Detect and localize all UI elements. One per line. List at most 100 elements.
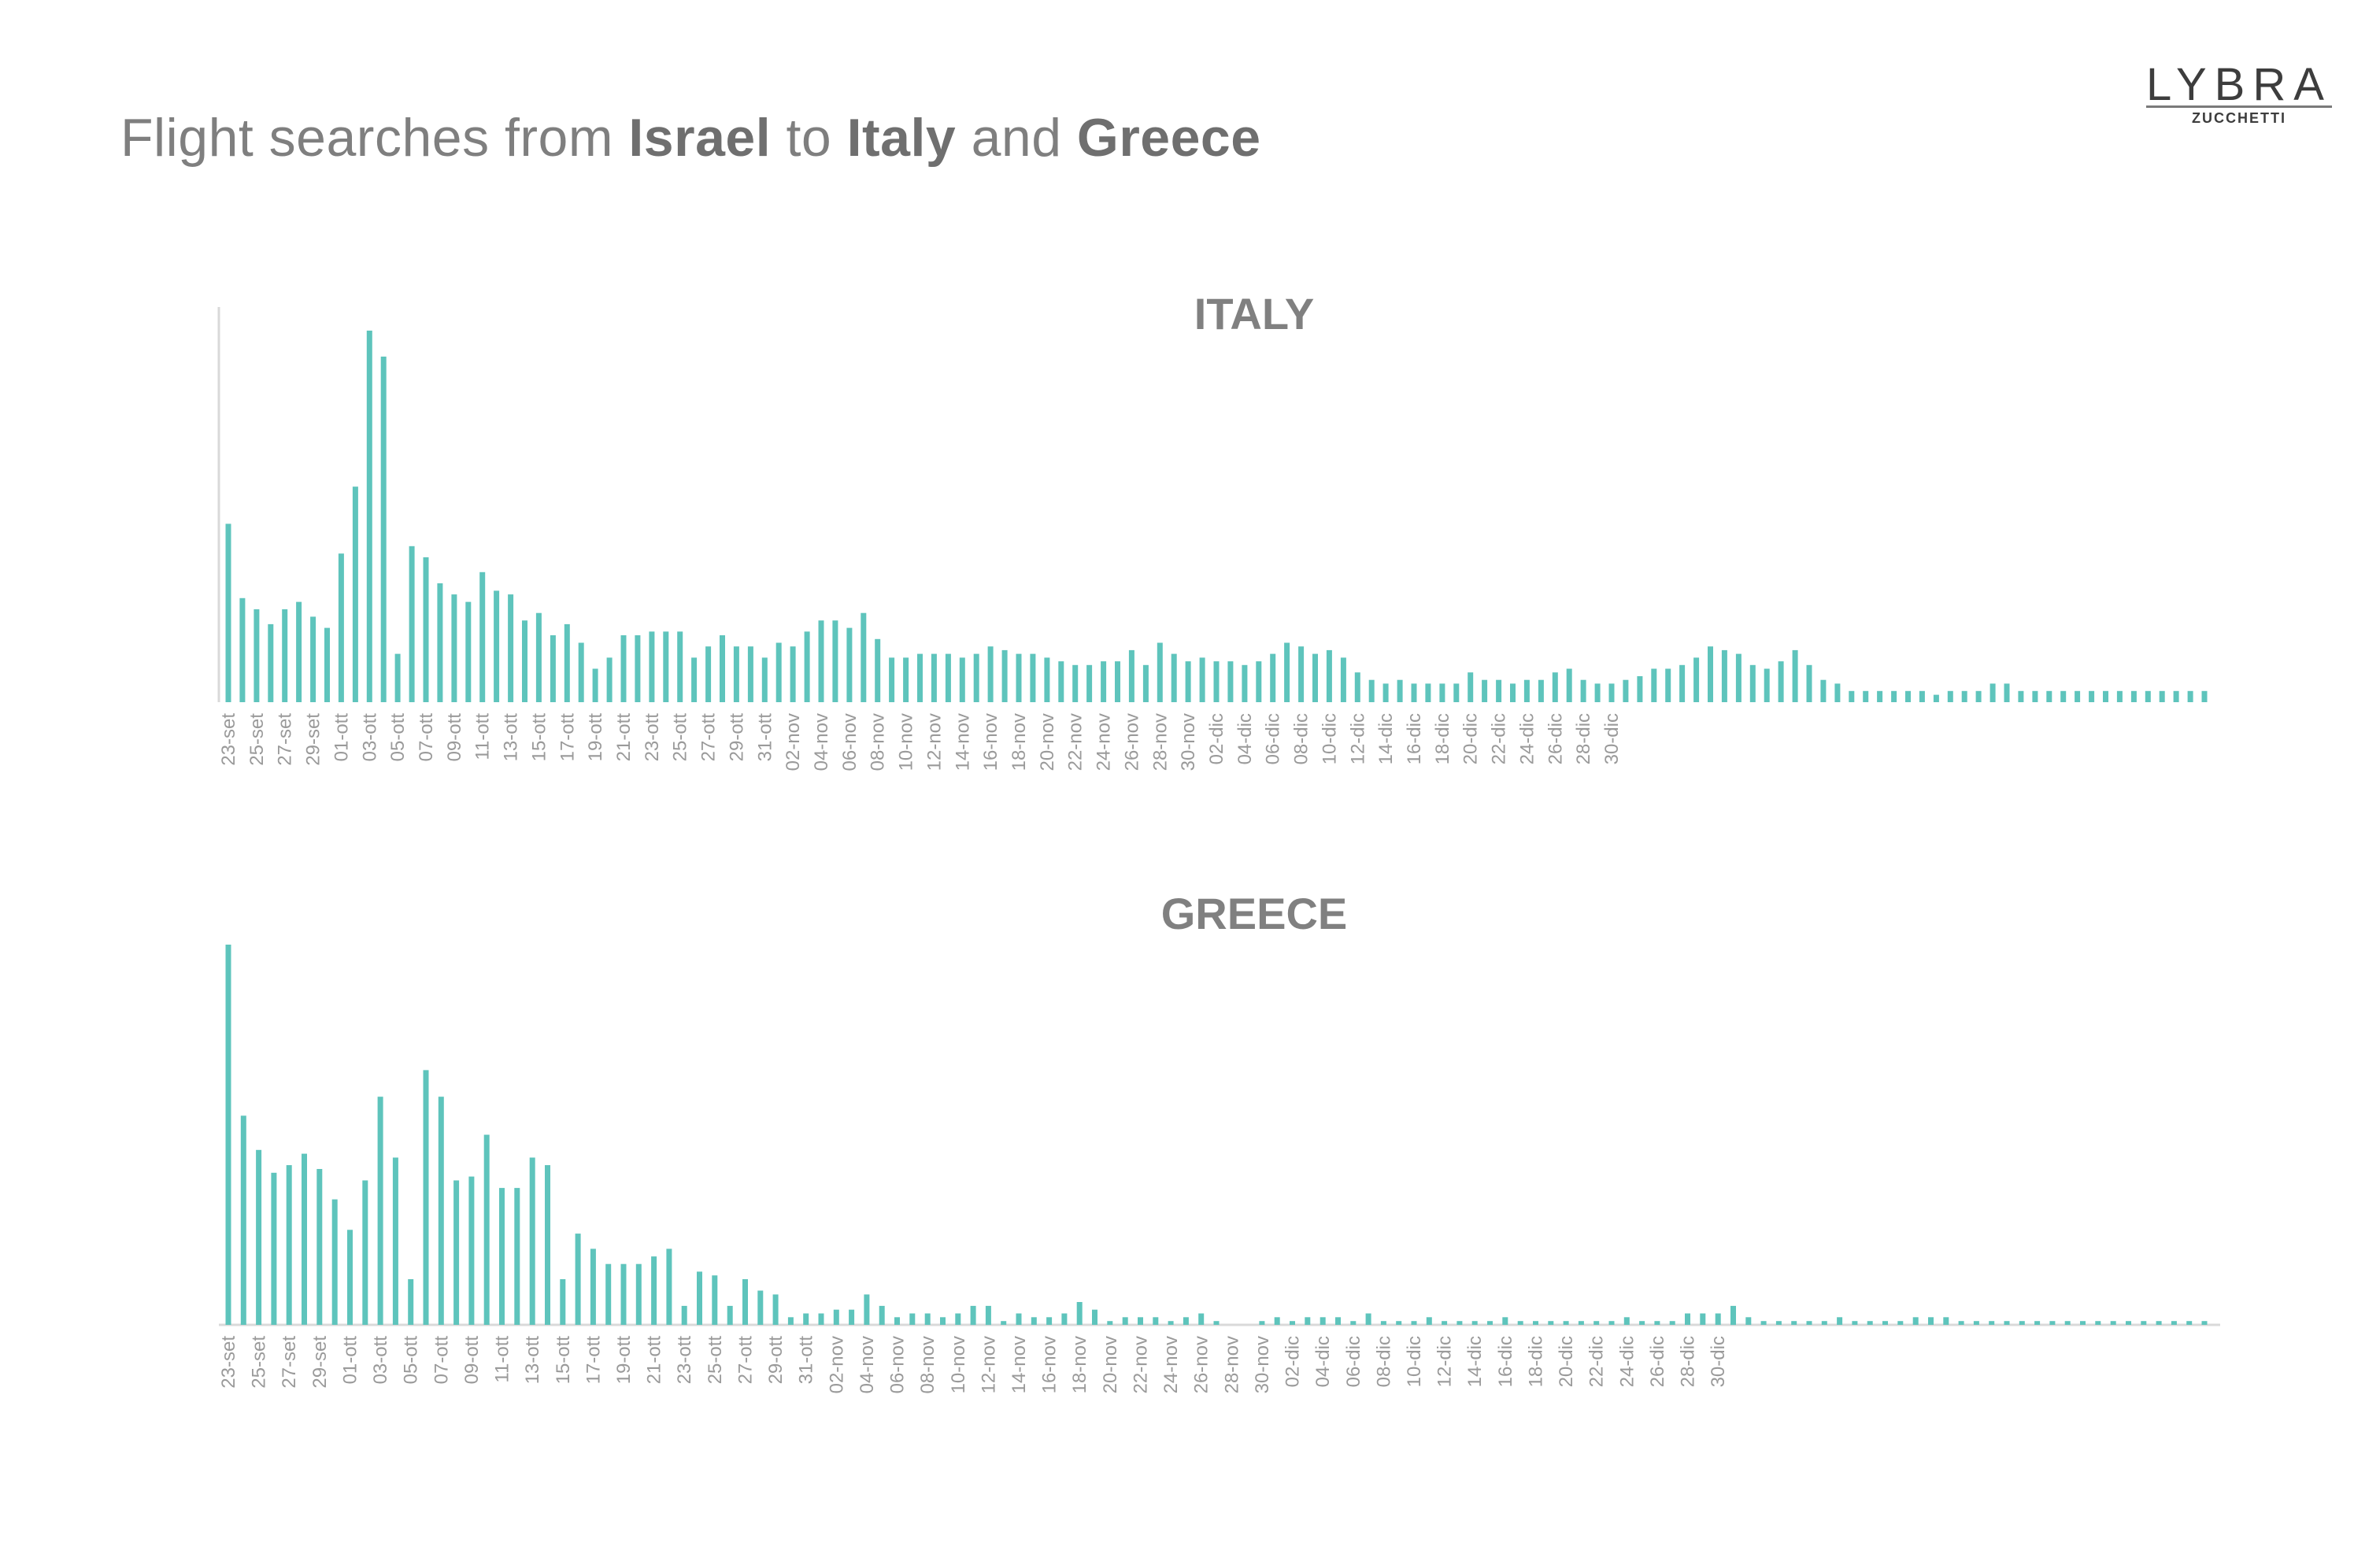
greece-x-tick-label: 26-nov: [1191, 1336, 1212, 1393]
italy-bar: [2004, 683, 2010, 702]
greece-bar: [1290, 1321, 1295, 1325]
italy-x-tick-label: 23-ott: [642, 713, 663, 762]
italy-x-tick-label: 29-set: [303, 713, 324, 766]
greece-bar: [560, 1279, 566, 1325]
greece-x-tick-label: 03-ott: [370, 1336, 391, 1385]
greece-bar: [1775, 1321, 1782, 1325]
greece-bar: [1943, 1317, 1949, 1325]
italy-bar: [649, 631, 655, 702]
italy-bar: [903, 657, 909, 702]
italy-bar: [1961, 690, 1967, 702]
greece-bar: [1213, 1321, 1220, 1325]
italy-bar: [987, 646, 994, 702]
greece-bar: [1533, 1321, 1538, 1325]
italy-x-tick-label: 27-ott: [698, 713, 720, 762]
italy-bar: [1468, 672, 1474, 702]
greece-bar: [651, 1256, 657, 1325]
italy-bar: [1651, 668, 1657, 702]
italy-bar: [465, 601, 472, 702]
greece-bar: [1487, 1321, 1493, 1325]
greece-x-tick-label: 22-dic: [1586, 1336, 1608, 1387]
italy-bar: [1270, 653, 1276, 702]
italy-bar: [1213, 661, 1220, 702]
italy-x-tick-label: 20-dic: [1460, 713, 1482, 764]
italy-bar: [550, 635, 556, 702]
italy-bar: [1834, 683, 1841, 702]
greece-bar: [1107, 1321, 1113, 1325]
greece-bar: [1973, 1321, 1979, 1325]
italy-bar: [1482, 679, 1488, 702]
greece-bar: [286, 1165, 292, 1325]
italy-bar: [1453, 683, 1460, 702]
italy-x-tick-label: 12-nov: [923, 713, 945, 771]
italy-bar: [945, 653, 951, 702]
italy-bar: [1354, 672, 1360, 702]
greece-x-tick-label: 26-dic: [1647, 1336, 1668, 1387]
italy-bar: [1594, 683, 1601, 702]
greece-bar: [1912, 1317, 1919, 1325]
italy-x-tick-label: 04-nov: [811, 713, 832, 771]
greece-bar: [256, 1149, 262, 1325]
italy-bar: [861, 612, 867, 702]
italy-bar: [1877, 690, 1883, 702]
greece-bar: [2171, 1321, 2177, 1325]
greece-bar: [225, 945, 231, 1325]
greece-bar: [1031, 1317, 1037, 1325]
greece-bar: [803, 1313, 809, 1325]
italy-x-tick-label: 02-dic: [1206, 713, 1227, 764]
italy-x-tick-label: 11-ott: [472, 713, 494, 760]
italy-bar: [705, 646, 712, 702]
greece-bar: [2186, 1321, 2193, 1325]
greece-x-tick-label: 30-dic: [1708, 1336, 1729, 1387]
greece-bar: [1320, 1317, 1326, 1325]
logo-wordmark: LYBRA: [2146, 59, 2332, 110]
greece-x-tick-label: 14-nov: [1009, 1336, 1030, 1393]
greece-x-tick-label: 23-set: [218, 1336, 239, 1389]
greece-bar: [590, 1248, 596, 1325]
greece-bar: [408, 1279, 414, 1325]
italy-bar: [423, 557, 429, 702]
greece-bar: [1198, 1313, 1205, 1325]
italy-bar: [790, 646, 796, 702]
greece-bar: [1335, 1317, 1341, 1325]
italy-x-tick-label: 25-set: [246, 713, 268, 766]
italy-bar: [1693, 657, 1700, 702]
italy-bar: [1382, 683, 1389, 702]
title-mid-1: to: [771, 108, 847, 168]
greece-bar: [423, 1070, 429, 1325]
greece-x-tick-label: 27-set: [279, 1336, 300, 1389]
greece-x-tick-label: 21-ott: [644, 1336, 665, 1385]
greece-x-tick-label: 17-ott: [583, 1336, 604, 1385]
greece-bar: [1685, 1313, 1690, 1325]
italy-bar: [1566, 668, 1572, 702]
italy-bar: [1849, 690, 1855, 702]
italy-x-tick-label: 07-ott: [416, 713, 437, 762]
greece-bar: [681, 1305, 687, 1326]
italy-bar: [1947, 690, 1953, 702]
greece-x-tick-label: 14-dic: [1464, 1336, 1486, 1387]
title-destination-1: Italy: [846, 108, 957, 168]
italy-bar: [1708, 646, 1713, 702]
greece-bar: [1122, 1317, 1128, 1325]
italy-x-tick-label: 12-dic: [1347, 713, 1368, 764]
italy-x-tick-label: 15-ott: [528, 713, 550, 762]
italy-bar: [1905, 690, 1911, 702]
italy-bar: [451, 594, 457, 702]
page-title: Flight searches from Israel to Italy and…: [120, 107, 1261, 168]
greece-bar: [2080, 1321, 2086, 1325]
greece-x-tick-label: 07-ott: [431, 1336, 452, 1385]
italy-bar: [1242, 664, 1248, 702]
greece-bar: [1092, 1309, 1097, 1325]
greece-bar: [1457, 1321, 1463, 1325]
italy-bar: [1128, 649, 1134, 702]
greece-x-tick-label: 25-set: [249, 1336, 270, 1389]
italy-x-tick-label: 20-nov: [1037, 713, 1058, 771]
italy-bar: [2116, 690, 2123, 702]
greece-bar: [1305, 1317, 1311, 1325]
italy-bar: [2130, 690, 2137, 702]
italy-bar: [409, 546, 415, 702]
greece-bar: [970, 1305, 976, 1326]
italy-bar: [747, 646, 753, 702]
title-origin: Israel: [628, 108, 772, 168]
greece-x-tick-label: 13-ott: [522, 1336, 543, 1385]
